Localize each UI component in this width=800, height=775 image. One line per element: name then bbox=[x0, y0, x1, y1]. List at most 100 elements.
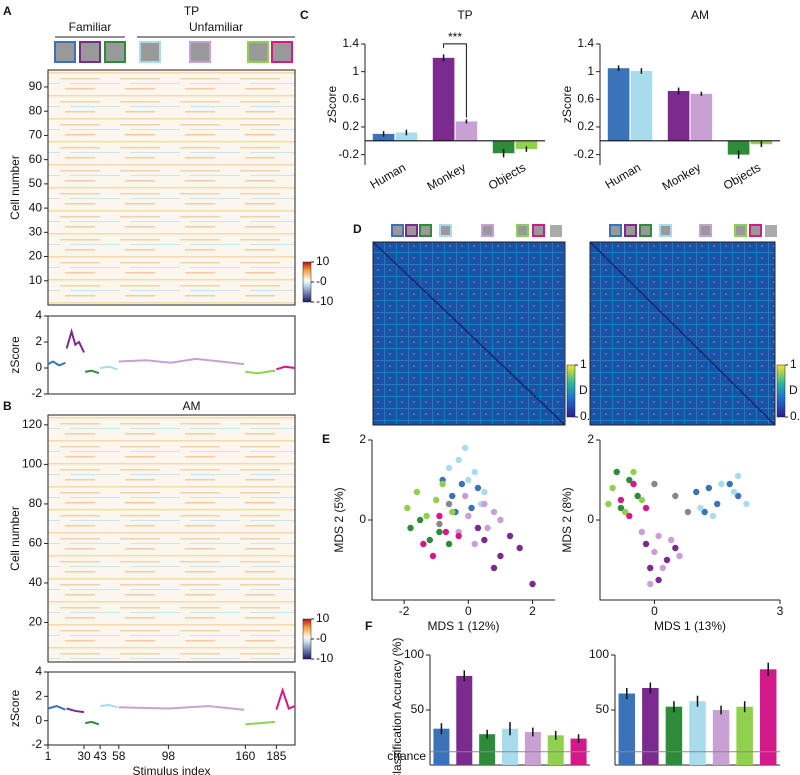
bar bbox=[515, 140, 538, 150]
bar bbox=[712, 710, 730, 765]
trace bbox=[66, 707, 85, 714]
point bbox=[468, 504, 475, 512]
point bbox=[605, 500, 612, 508]
plot-frame bbox=[47, 69, 296, 306]
axes bbox=[371, 440, 555, 601]
point bbox=[651, 480, 658, 488]
point bbox=[484, 524, 491, 532]
point bbox=[718, 480, 725, 488]
x-tick-label: Objects bbox=[486, 160, 528, 192]
point bbox=[672, 544, 679, 552]
colorbar-tick-label: 1 bbox=[580, 357, 587, 371]
y-tick-label: -0.2 bbox=[573, 147, 594, 161]
point bbox=[461, 444, 469, 452]
bar bbox=[492, 140, 515, 154]
point bbox=[617, 504, 625, 512]
y-tick-label: 0.6 bbox=[577, 91, 594, 105]
point bbox=[481, 536, 488, 544]
x-tick-label: 30 bbox=[77, 749, 91, 763]
colorbar-tick-label: -10 bbox=[316, 651, 334, 665]
chart-title: AM bbox=[691, 8, 709, 22]
panel-letter: F bbox=[365, 619, 372, 633]
y-tick-label: 2 bbox=[587, 432, 594, 446]
y-tick-label: 0 bbox=[35, 713, 42, 727]
bar bbox=[689, 701, 706, 765]
bar bbox=[736, 706, 753, 765]
bar bbox=[524, 732, 541, 765]
trace bbox=[47, 360, 66, 367]
group-label: Unfamiliar bbox=[189, 20, 243, 34]
point bbox=[490, 564, 498, 572]
bar bbox=[630, 70, 653, 141]
bar bbox=[432, 57, 455, 141]
y-tick-label: 2 bbox=[35, 334, 42, 348]
x-tick-label: -2 bbox=[399, 604, 410, 618]
x-axis-label: MDS 1 (12%) bbox=[427, 619, 499, 633]
x-tick-label: 185 bbox=[266, 749, 286, 763]
y-axis-label: zScore bbox=[560, 86, 574, 124]
point bbox=[647, 580, 654, 588]
colorbar bbox=[302, 618, 312, 660]
point bbox=[730, 488, 738, 496]
trace bbox=[85, 369, 100, 375]
stimulus-icons bbox=[54, 41, 777, 237]
point bbox=[481, 500, 488, 508]
point bbox=[630, 468, 637, 476]
heatmap bbox=[48, 70, 295, 305]
point bbox=[634, 492, 641, 500]
point bbox=[609, 484, 616, 492]
trace bbox=[118, 705, 245, 711]
y-tick-label: 30 bbox=[29, 224, 43, 238]
point bbox=[516, 544, 523, 552]
bar bbox=[547, 735, 564, 765]
x-tick-label: Human bbox=[368, 160, 409, 191]
point bbox=[461, 492, 469, 500]
point bbox=[672, 492, 679, 500]
point bbox=[497, 552, 504, 560]
bar bbox=[618, 693, 636, 765]
bar bbox=[456, 675, 473, 765]
x-tick-label: 0 bbox=[465, 604, 472, 618]
y-tick-label: 100 bbox=[404, 647, 424, 661]
colorbar-tick-label: -0 bbox=[316, 631, 327, 645]
y-tick-label: 80 bbox=[29, 496, 43, 510]
y-tick-label: 2 bbox=[359, 432, 366, 446]
point bbox=[471, 468, 478, 476]
point bbox=[642, 504, 650, 512]
point bbox=[445, 540, 453, 548]
point bbox=[458, 480, 466, 488]
point bbox=[651, 548, 658, 556]
y-tick-label: 4 bbox=[35, 664, 42, 678]
point bbox=[436, 520, 443, 528]
colorbar-tick-label: -0 bbox=[316, 274, 327, 288]
point bbox=[726, 480, 733, 488]
point bbox=[449, 492, 456, 500]
chance-label: chance bbox=[387, 749, 426, 763]
chart-title: TP bbox=[457, 8, 472, 22]
y-axis-label: Classification Accuracy (%) bbox=[390, 638, 404, 775]
trace bbox=[275, 687, 296, 711]
y-axis-label: Cell number bbox=[8, 506, 22, 571]
chart-title: TP bbox=[184, 4, 199, 18]
bar bbox=[479, 734, 496, 765]
y-tick-label: 20 bbox=[29, 249, 43, 263]
point bbox=[426, 536, 433, 544]
bar bbox=[433, 728, 450, 765]
y-tick-label: 1.4 bbox=[342, 36, 359, 50]
plot-frame bbox=[47, 315, 296, 395]
bar bbox=[759, 669, 777, 765]
bar bbox=[667, 91, 690, 141]
trace bbox=[85, 720, 100, 726]
colorbar-label: D bbox=[789, 383, 798, 397]
y-tick-label: 2 bbox=[35, 689, 42, 703]
colorbar-tick-label: 10 bbox=[316, 611, 330, 625]
x-axis-label: Stimulus index bbox=[132, 764, 210, 775]
point bbox=[684, 508, 692, 516]
point bbox=[490, 508, 498, 516]
y-tick-label: 50 bbox=[596, 702, 610, 716]
point bbox=[474, 484, 482, 492]
x-tick-label: Objects bbox=[721, 160, 763, 192]
bar bbox=[455, 121, 478, 141]
x-tick-label: 98 bbox=[162, 749, 176, 763]
